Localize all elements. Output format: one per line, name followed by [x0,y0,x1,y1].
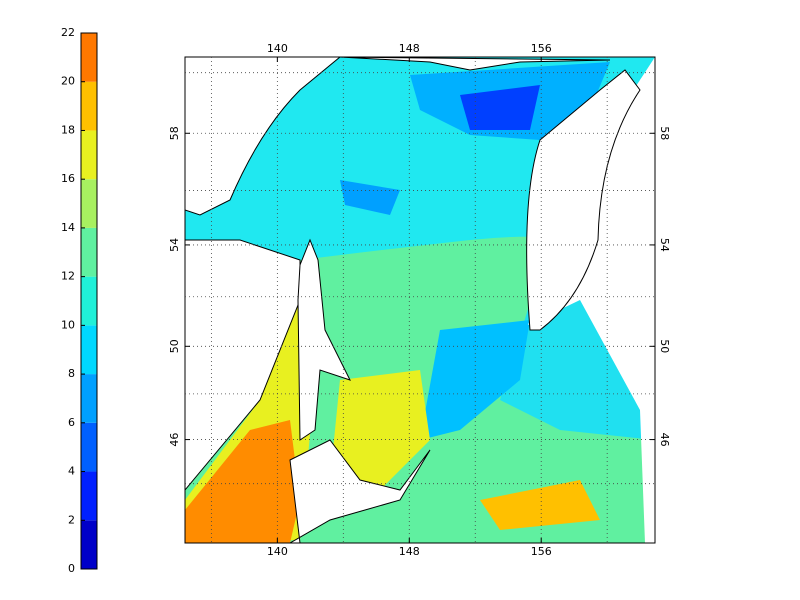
colorbar-tick-label: 14 [61,221,75,234]
colorbar-segment [81,374,97,423]
x-tick-label: 148 [399,545,420,558]
y-tick-label: 46 [658,433,671,447]
y-tick-label: 54 [658,238,671,252]
colorbar-segment [81,130,97,180]
sea-field [185,57,655,543]
y-tick-label: 58 [168,126,181,140]
x-tick-label: 156 [531,42,552,55]
colorbar-tick-label: 0 [68,562,75,575]
colorbar-segment [81,81,97,131]
colorbar-tick-label: 12 [61,270,75,283]
colorbar-segment [81,33,97,82]
colorbar-tick-label: 20 [61,75,75,88]
colorbar-segment [81,325,97,375]
colorbar-frame [80,32,98,570]
colorbar-tick-label: 18 [61,123,75,136]
y-tick-label: 46 [168,433,181,447]
colorbar-tick-label: 6 [68,416,75,429]
colorbar-tick-label: 16 [61,172,75,185]
y-tick-label: 54 [168,238,181,252]
map-frame [184,56,656,544]
x-tick-label: 140 [267,42,288,55]
colorbar-segment [81,422,97,472]
colorbar-segment [81,471,97,521]
x-tick-label: 156 [531,545,552,558]
colorbar-tick-label: 4 [68,465,75,478]
colorbar-segment [81,520,97,569]
y-tick-label: 58 [658,126,671,140]
colorbar-tick-label: 10 [61,318,75,331]
colorbar-tick-label: 2 [68,513,75,526]
colorbar-tick-label: 22 [61,26,75,39]
x-tick-label: 140 [267,545,288,558]
colorbar-segment [81,227,97,277]
colorbar-tick-label: 8 [68,367,75,380]
x-tick-label: 148 [399,42,420,55]
colorbar-segment [81,179,97,228]
colorbar-segment [81,276,97,326]
y-tick-label: 50 [658,339,671,353]
y-tick-label: 50 [168,339,181,353]
